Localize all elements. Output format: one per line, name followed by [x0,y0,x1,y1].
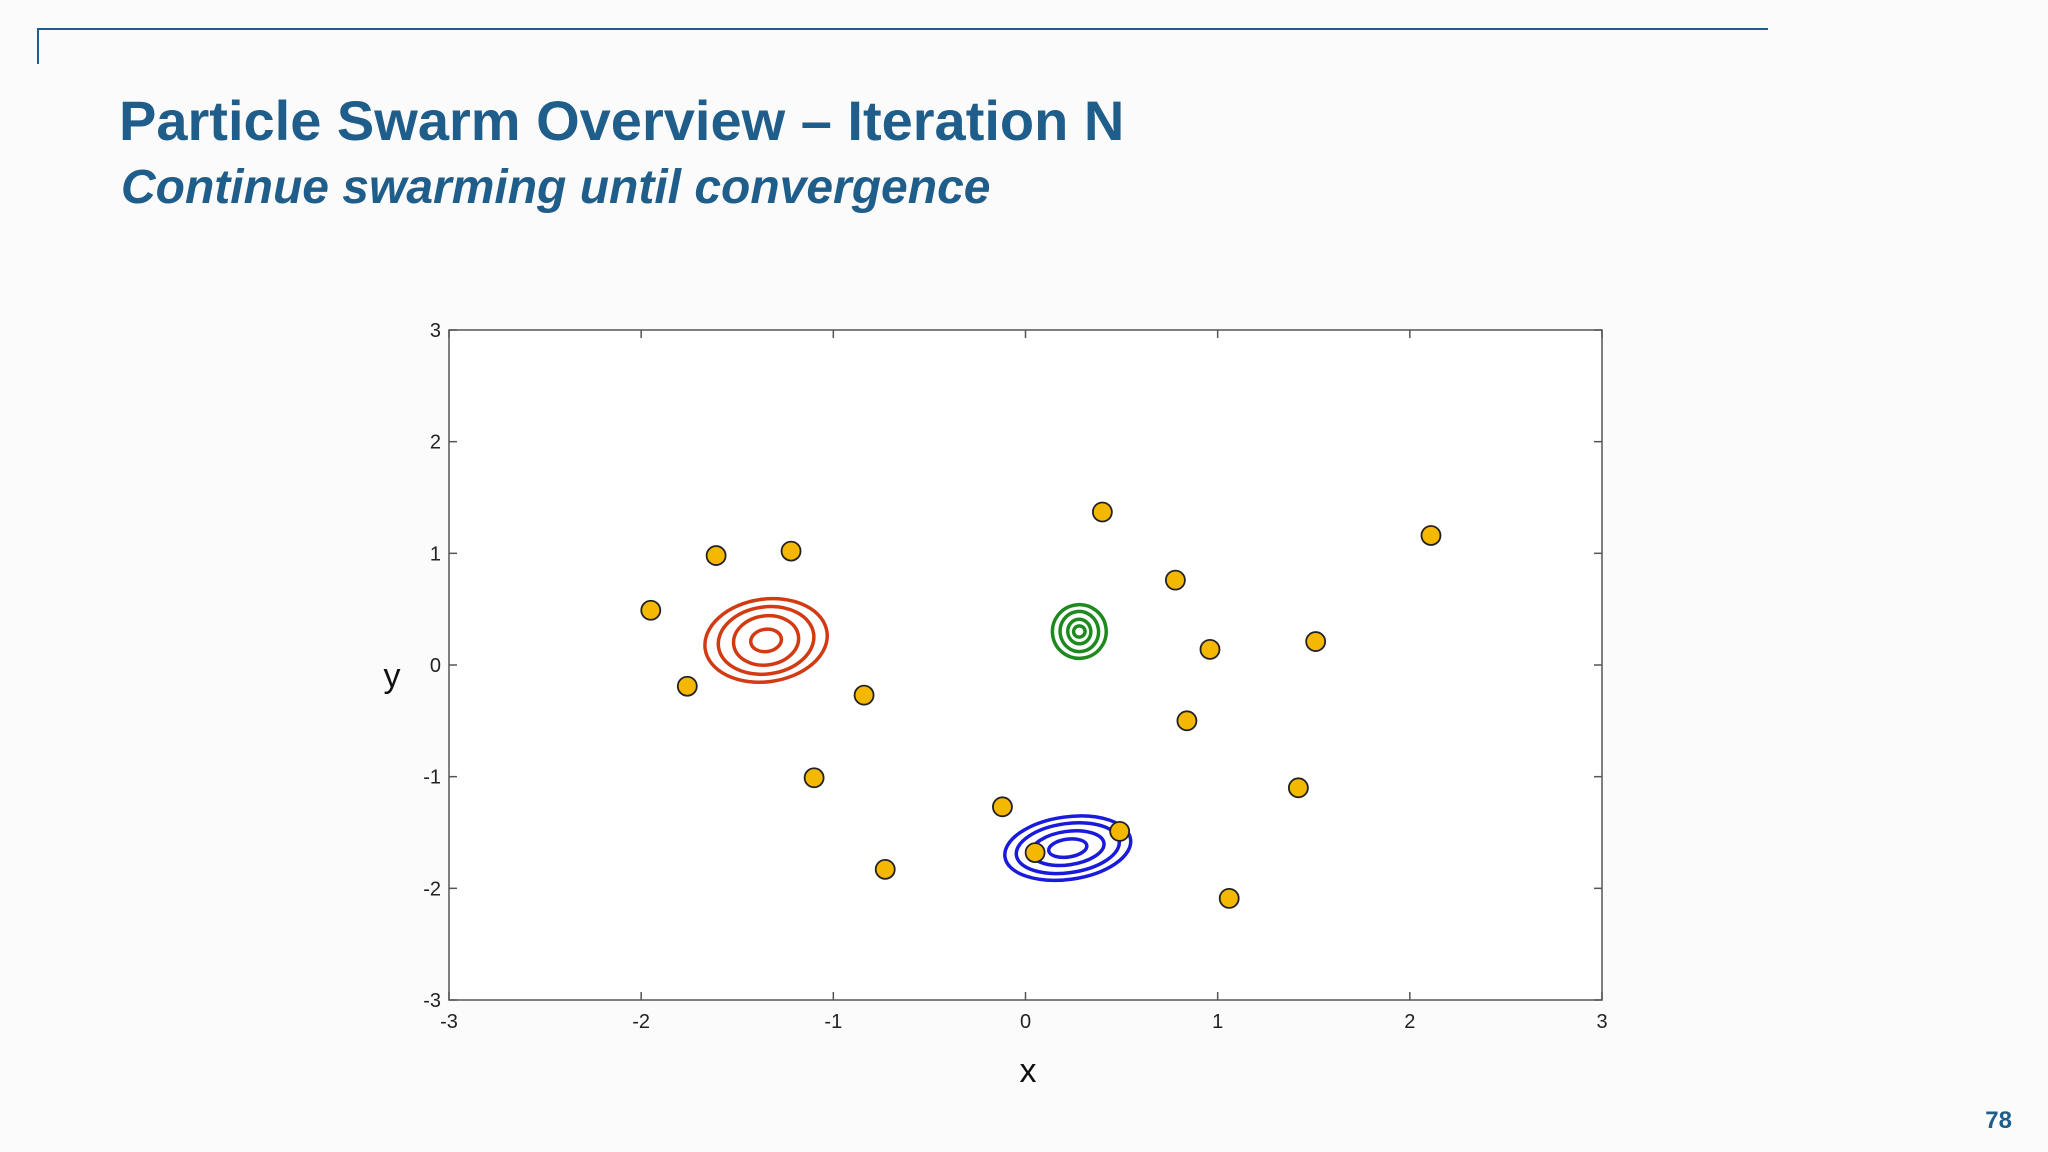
particle-point [874,858,896,880]
x-tick-label: -1 [824,1011,842,1033]
particle-point [640,599,662,621]
x-axis-label: x [1020,1052,1037,1090]
particle-point [1091,501,1113,523]
top-rule [37,28,1768,30]
slide-title: Particle Swarm Overview – Iteration N [119,89,1125,152]
x-tick-label: -3 [440,1011,458,1033]
plot-area [448,329,1603,1001]
particle-point [780,540,802,562]
contour-group [1050,602,1108,661]
y-tick-label: -3 [423,990,441,1012]
particle-point [1176,710,1198,732]
particle-point [992,796,1013,818]
x-tick-label: 3 [1596,1011,1607,1033]
y-tick-label: 2 [430,432,441,454]
particle-point [803,767,825,789]
y-axis-label: y [384,657,401,695]
particle-point [1420,525,1442,546]
particle-point [705,545,727,566]
y-tick-label: -2 [423,878,441,900]
contour-ring [1003,814,1133,883]
contour-ring [703,596,829,684]
slide-subtitle: Continue swarming until convergence [121,161,991,214]
contour-ring [716,604,816,677]
particle-point [1109,820,1131,842]
particle-points [640,501,1442,909]
particle-point [1305,631,1327,652]
y-tick-label: 1 [430,543,441,565]
x-tick-label: 0 [1020,1011,1031,1033]
y-tick-label: 0 [430,655,441,677]
axis-ticks: -3 -2 -1 0 1 2 3 -3 -2 -1 0 1 2 3 [423,320,1607,1033]
page-number: 78 [1985,1107,2012,1134]
particle-point [676,675,698,697]
contour-ring [749,627,784,654]
contour-ring [1046,837,1089,860]
y-tick-label: 3 [430,320,441,342]
y-tick-label: -1 [423,767,441,789]
particle-point [853,684,875,706]
particle-point [1287,777,1309,799]
particle-point [1199,638,1221,660]
top-rule-corner [37,28,39,64]
particle-point [1164,569,1186,591]
particle-point [1218,887,1240,909]
contour-ring [1066,617,1093,646]
x-tick-label: -2 [632,1011,650,1033]
contour-ring [1058,609,1101,654]
contour-ring [1050,602,1108,661]
x-tick-label: 2 [1404,1011,1415,1033]
contour-group [703,596,829,684]
contour-ring [731,613,801,667]
contour-ring [1071,624,1087,639]
particle-point [1024,842,1046,863]
x-tick-label: 1 [1212,1011,1223,1033]
